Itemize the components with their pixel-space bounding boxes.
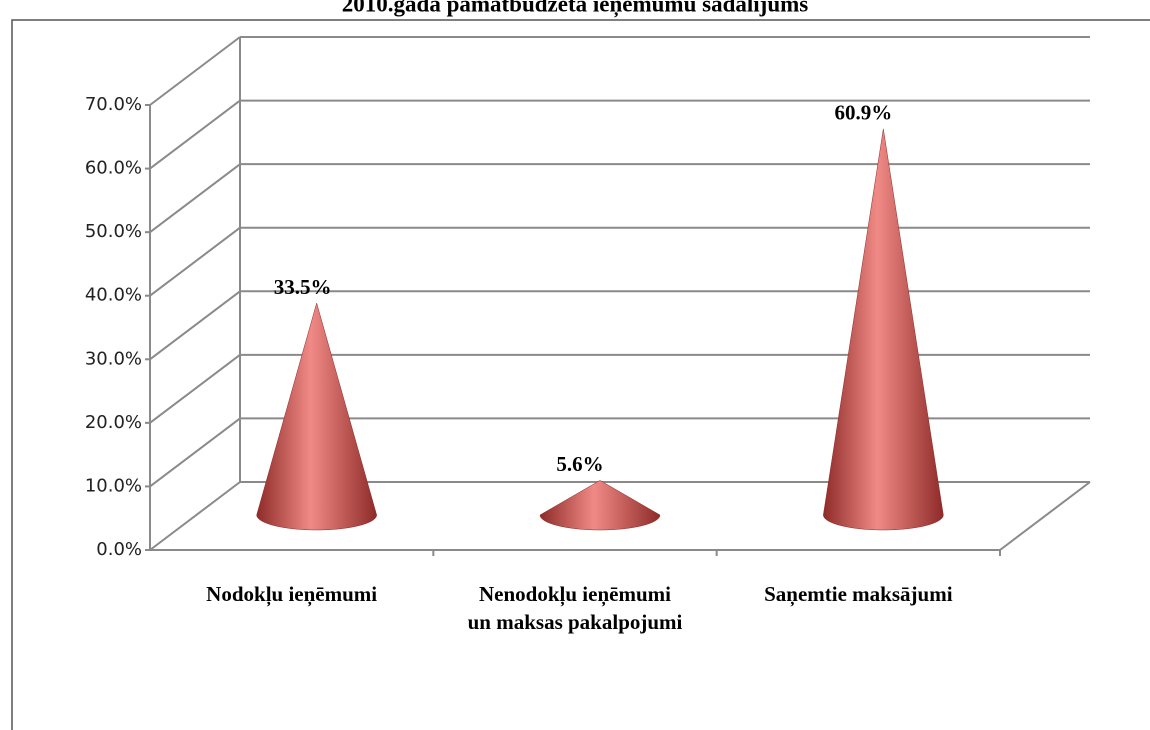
chart-title: 2010.gada pamatbudžeta ieņēmumu sadalīju… xyxy=(342,0,808,18)
grid-side xyxy=(149,290,241,361)
chart-frame xyxy=(11,19,1150,730)
cone xyxy=(539,480,661,531)
grid-side xyxy=(149,226,241,297)
y-tick-label: 50.0% xyxy=(85,221,142,242)
y-tick-label: 30.0% xyxy=(85,348,142,369)
grid-side xyxy=(149,481,241,551)
grid-side xyxy=(149,36,241,106)
grid-side xyxy=(149,417,241,488)
y-tick-label: 20.0% xyxy=(85,412,142,433)
floor-right xyxy=(999,481,1091,551)
cone xyxy=(823,128,944,531)
x-tick-label: Nenodokļu ieņēmumi un maksas pakalpojumi xyxy=(467,582,683,634)
y-tick-label: 70.0% xyxy=(85,94,142,115)
cone xyxy=(256,302,377,531)
value-label: 33.5% xyxy=(274,275,332,299)
x-tick-label: Nodokļu ieņēmumi xyxy=(206,582,378,606)
x-tick-label: Saņemtie maksājumi xyxy=(764,582,953,606)
y-tick-label: 40.0% xyxy=(85,285,142,306)
y-tick-label: 0.0% xyxy=(96,539,142,560)
grid-side xyxy=(149,163,241,233)
value-label: 5.6% xyxy=(556,452,603,476)
grid-side xyxy=(149,354,241,424)
value-label: 60.9% xyxy=(834,101,892,125)
grid-side xyxy=(149,99,241,170)
y-tick-label: 60.0% xyxy=(85,158,142,179)
y-tick-label: 10.0% xyxy=(85,475,142,496)
